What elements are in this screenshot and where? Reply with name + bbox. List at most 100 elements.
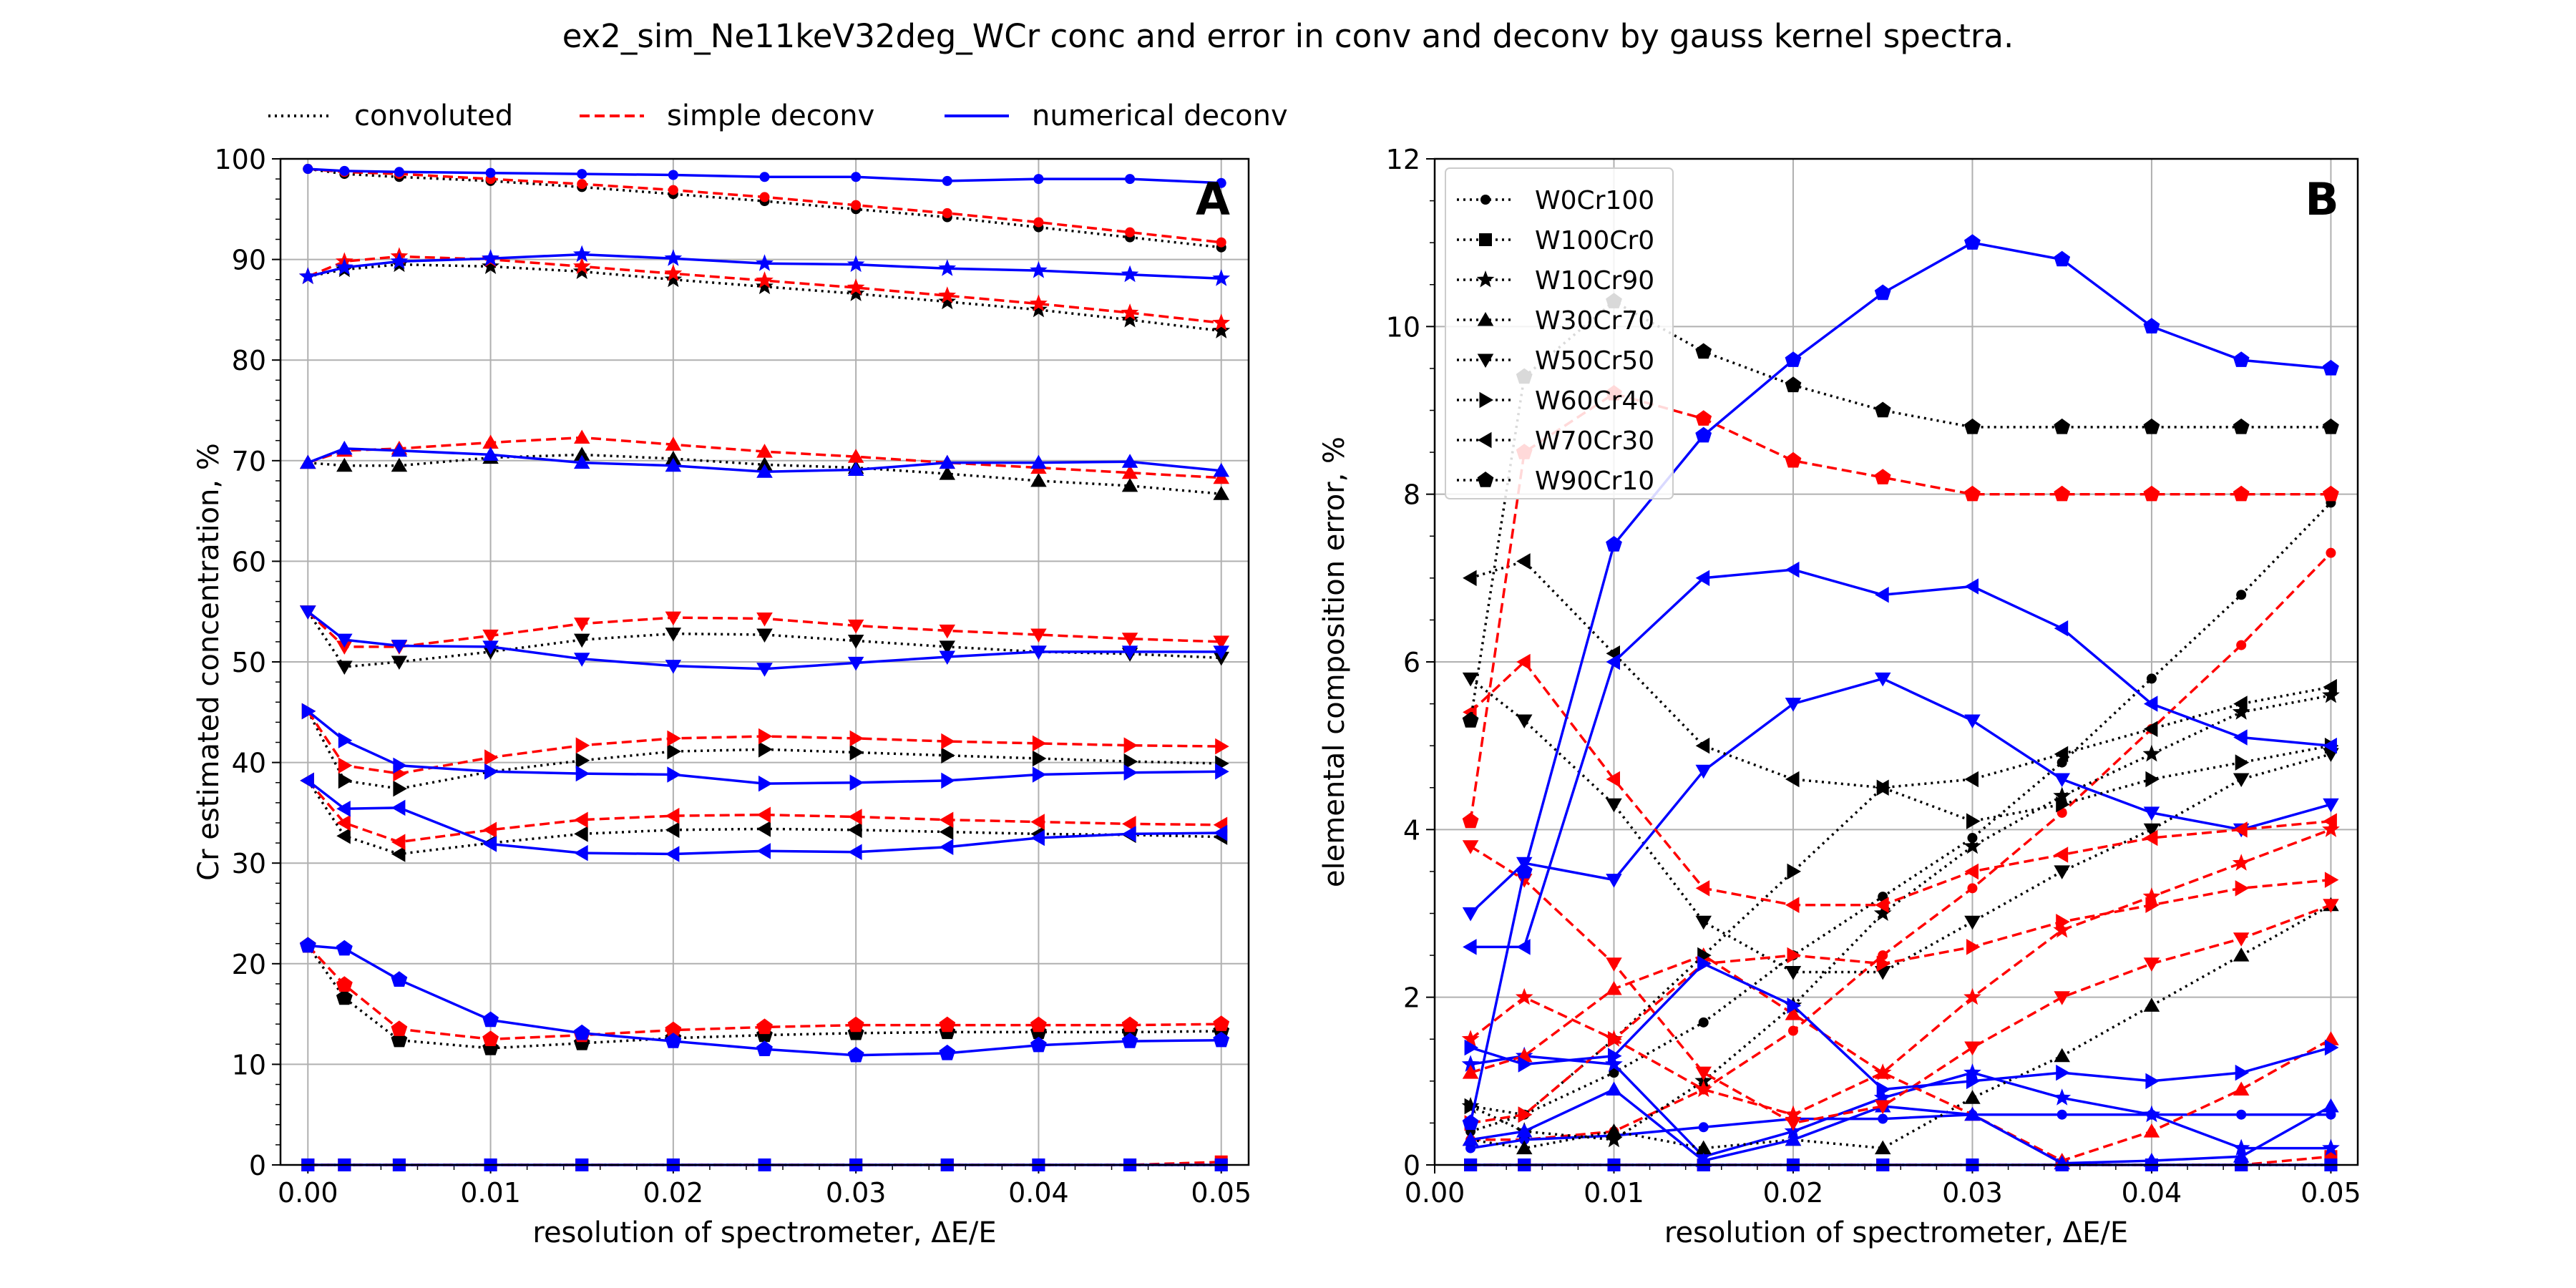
- data-point-a-3-numerical: [1121, 454, 1138, 468]
- series-legend: W0Cr100 W100Cr0 W10Cr90 W30Cr70 W50Cr50 W60Cr…: [1445, 167, 1674, 499]
- x-axis-label: resolution of spectrometer, ΔE/E: [532, 1216, 996, 1249]
- data-point-b-2-simple: [1694, 1080, 1713, 1098]
- data-point-a-3-numerical: [391, 442, 408, 457]
- data-point-b-7-conv: [1785, 376, 1802, 393]
- data-point-a-5-simple: [1123, 737, 1138, 753]
- data-point-b-2-simple: [1461, 1030, 1480, 1047]
- data-point-b-5-simple: [1787, 947, 1801, 964]
- data-point-b-3-simple: [1785, 1006, 1802, 1020]
- axes: 0.00 0.01 0.02 0.03 0.04 0.05 0 2 4 6 8 10 12: [1386, 144, 2361, 1209]
- data-point-b-7-simple: [1695, 410, 1712, 426]
- data-point-a-4-simple: [1121, 633, 1138, 647]
- data-point-a-2-simple: [847, 278, 865, 296]
- data-point-a-6-conv: [391, 846, 406, 862]
- data-point-b-2-numerical: [1605, 1055, 1623, 1072]
- y-axis-label: Cr estimated concentration, %: [192, 443, 225, 881]
- y-tick-label: 50: [232, 647, 266, 678]
- data-point-a-0-simple: [759, 192, 770, 203]
- data-point-b-3-conv: [2143, 997, 2160, 1012]
- series-line-a-7-simple: [307, 945, 1221, 1041]
- data-point-b-2-simple: [2232, 854, 2250, 871]
- data-point-a-4-numerical: [665, 660, 682, 674]
- data-point-a-4-simple: [482, 629, 499, 644]
- data-point-b-2-conv: [2322, 686, 2340, 703]
- data-point-a-2-simple: [756, 271, 774, 288]
- data-point-b-4-conv: [1785, 966, 1802, 980]
- data-point-a-6-numerical: [1030, 829, 1045, 847]
- data-point-a-4-numerical: [1213, 645, 1229, 660]
- data-point-a-7-simple: [482, 1030, 499, 1046]
- data-point-b-7-conv: [2143, 418, 2160, 434]
- data-point-b-6-numerical: [2054, 620, 2069, 637]
- data-point-a-5-conv: [338, 772, 353, 789]
- series-line-a-6-conv: [306, 779, 1221, 856]
- y-tick-label: 12: [1386, 144, 1420, 175]
- data-point-b-5-simple: [1608, 1031, 1622, 1048]
- legend-marker-W30Cr70: [1477, 312, 1494, 326]
- data-point-a-5-numerical: [1215, 763, 1229, 780]
- data-point-a-6-simple: [574, 811, 588, 828]
- data-point-a-3-conv: [1121, 477, 1138, 492]
- y-tick-label: 20: [232, 949, 266, 980]
- plot-frame: [1433, 157, 2359, 1166]
- data-point-a-5-conv: [667, 743, 681, 760]
- legend-label-W30Cr70: W30Cr70: [1535, 306, 1654, 336]
- data-point-a-5-simple: [575, 737, 590, 753]
- data-point-b-5-numerical: [1518, 1056, 1533, 1073]
- data-point-a-5-numerical: [393, 757, 407, 774]
- y-tick-label: 0: [249, 1150, 266, 1181]
- data-point-b-4-conv: [2143, 823, 2160, 838]
- data-point-a-6-numerical: [756, 843, 771, 859]
- data-point-b-6-simple: [1606, 771, 1620, 788]
- series-line-b-3-simple: [1470, 954, 2332, 1162]
- data-point-b-6-simple: [1785, 897, 1800, 913]
- data-point-b-6-simple: [2323, 813, 2337, 829]
- data-point-b-5-simple: [1966, 939, 1981, 955]
- data-point-b-5-conv: [1787, 863, 1801, 880]
- series-line-a-5-simple: [306, 710, 1221, 775]
- data-point-b-4-conv: [1695, 915, 1712, 930]
- legend-label-W0Cr100: W0Cr100: [1535, 186, 1654, 215]
- data-point-a-2-simple: [938, 286, 957, 303]
- data-point-b-3-conv: [2054, 1048, 2070, 1063]
- data-point-b-5-numerical: [1787, 997, 1801, 1014]
- x-tick-label: 0.00: [278, 1177, 338, 1209]
- data-point-a-2-numerical: [298, 267, 317, 284]
- data-point-a-4-numerical: [939, 650, 955, 665]
- data-point-a-6-simple: [1122, 816, 1136, 832]
- data-point-a-3-conv: [574, 447, 590, 461]
- y-tick-label: 70: [232, 446, 266, 477]
- data-point-a-2-conv: [482, 257, 499, 274]
- panel-letter: A: [1196, 173, 1230, 225]
- y-tick-label: 100: [214, 144, 266, 175]
- legend-label-W70Cr30: W70Cr30: [1535, 426, 1654, 456]
- data-point-a-6-numerical: [939, 839, 954, 855]
- y-tick-label: 30: [232, 848, 266, 879]
- data-point-b-2-conv: [1605, 1130, 1623, 1148]
- data-point-a-3-numerical: [665, 457, 682, 472]
- data-point-a-3-simple: [574, 429, 590, 444]
- data-point-a-3-numerical: [336, 440, 353, 455]
- data-point-a-2-numerical: [482, 249, 499, 266]
- data-point-b-4-simple: [2143, 957, 2160, 972]
- data-point-b-4-simple: [2323, 899, 2339, 913]
- data-point-b-6-numerical: [1463, 939, 1477, 955]
- series-line-a-4-simple: [307, 610, 1221, 648]
- x-axis-label: resolution of spectrometer, ΔE/E: [1664, 1216, 2128, 1249]
- data-point-a-0-numerical: [759, 172, 770, 182]
- data-point-a-3-numerical: [939, 454, 955, 469]
- y-tick-label: 90: [232, 245, 266, 276]
- data-point-a-7-simple: [391, 1020, 408, 1036]
- data-point-a-7-simple: [847, 1016, 864, 1033]
- data-point-b-5-numerical: [1464, 1039, 1479, 1056]
- data-point-b-4-numerical: [1606, 874, 1622, 888]
- data-point-b-0-numerical: [2236, 1109, 2247, 1120]
- data-point-b-3-conv: [1516, 1140, 1533, 1155]
- data-point-a-7-simple: [665, 1021, 682, 1038]
- y-tick-label: 80: [232, 345, 266, 376]
- data-point-b-7-numerical: [1964, 234, 1981, 250]
- data-point-a-3-conv: [756, 457, 773, 471]
- legend-box: [1445, 167, 1674, 499]
- data-point-a-0-simple: [942, 208, 952, 218]
- y-tick-label: 60: [232, 546, 266, 577]
